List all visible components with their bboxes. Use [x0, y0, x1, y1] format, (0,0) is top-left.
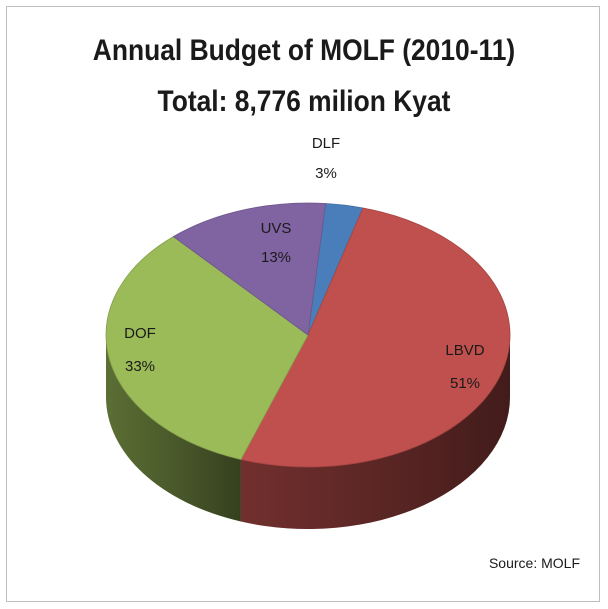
source-note: Source: MOLF	[488, 555, 580, 571]
slice-value-dlf: 3%	[315, 165, 337, 182]
slice-side-shade-dof	[106, 335, 241, 522]
slice-uvs	[172, 202, 327, 336]
slice-value-lbvd: 51%	[450, 375, 480, 392]
slice-label-dlf: DLF	[312, 135, 340, 152]
slice-label-dof: DOF	[124, 325, 156, 342]
slice-side-shade-lbvd	[240, 335, 511, 529]
chart-subtitle: Total: 8,776 milion Kyat	[157, 85, 451, 118]
slice-value-uvs: 13%	[261, 249, 291, 266]
slice-label-lbvd: LBVD	[445, 342, 484, 359]
slice-label-uvs: UVS	[261, 220, 292, 237]
slice-value-dof: 33%	[125, 358, 155, 375]
slice-lbvd	[240, 207, 511, 468]
slice-dof	[105, 236, 309, 460]
chart-title: Annual Budget of MOLF (2010-11)	[92, 34, 516, 67]
